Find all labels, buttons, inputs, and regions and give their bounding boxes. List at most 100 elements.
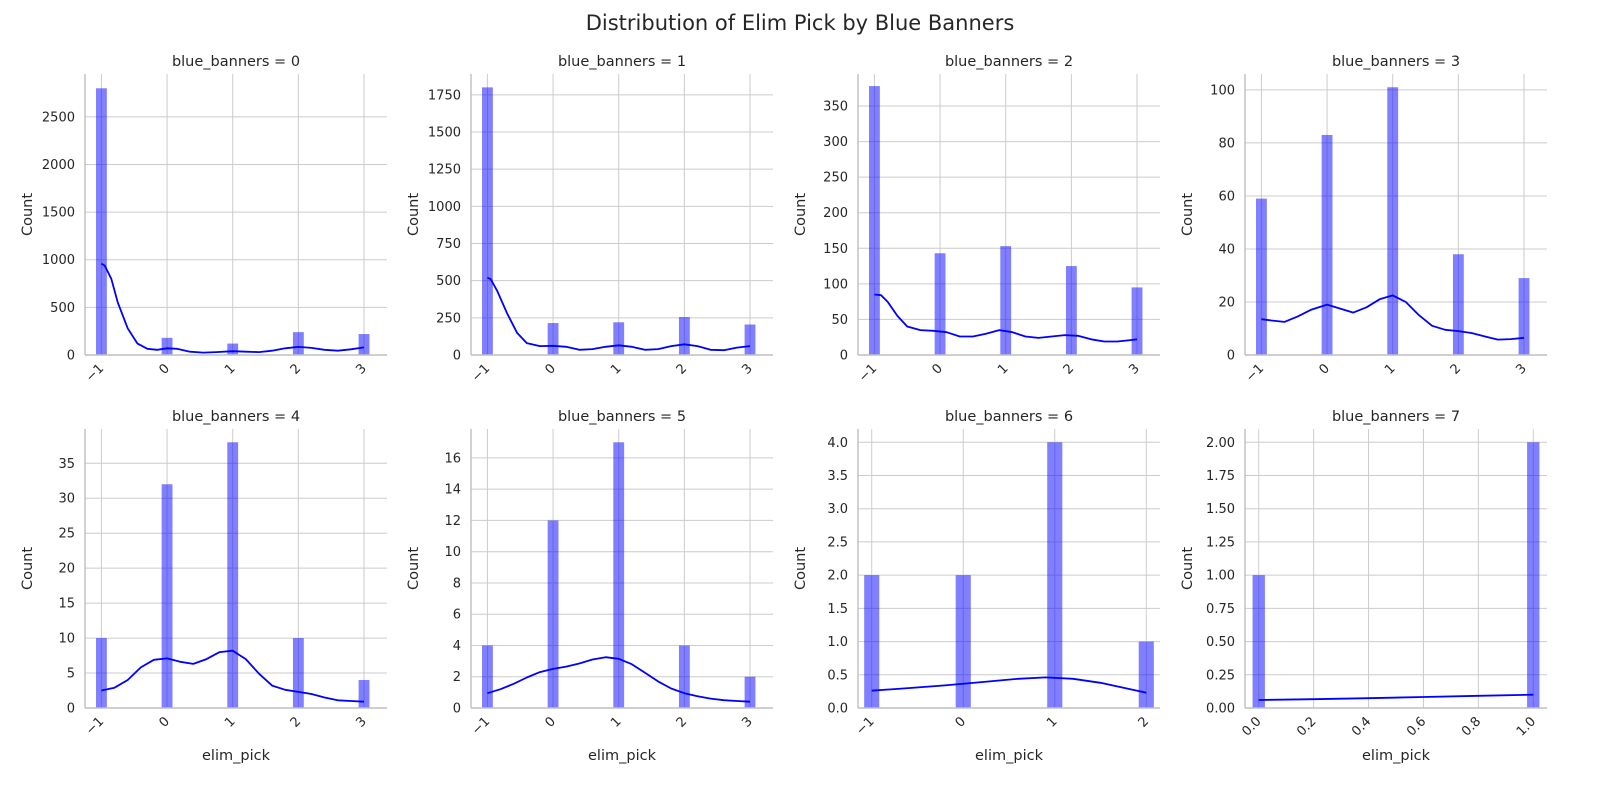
panel-1-x-tick-label: −1 bbox=[469, 361, 493, 385]
panel-0-y-tick-label: 2500 bbox=[42, 110, 75, 125]
panel-2-y-tick-label: 350 bbox=[823, 100, 848, 115]
panel-4-kde-line bbox=[101, 649, 365, 703]
panel-0-bar bbox=[292, 332, 304, 355]
panel-3-y-tick-label: 20 bbox=[1218, 295, 1235, 310]
panel-6-x-axis-label: elim_pick bbox=[975, 748, 1044, 764]
panel-1-bar bbox=[613, 322, 625, 355]
panel-3-x-tick-label: 1 bbox=[1382, 361, 1398, 377]
panel-0-y-tick-label: 0 bbox=[67, 349, 75, 364]
panel-1-y-axis-label: Count bbox=[406, 193, 422, 236]
panel-5-y-tick-label: 16 bbox=[444, 451, 461, 466]
panel-4-bar bbox=[227, 442, 239, 708]
panel-6-y-tick-label: 1.0 bbox=[827, 635, 848, 650]
panel-1-title: blue_banners = 1 bbox=[558, 54, 686, 70]
panel-1-y-tick-label: 1750 bbox=[428, 88, 461, 103]
panel-2-bar bbox=[1000, 246, 1012, 355]
panel-3-bar bbox=[1452, 254, 1464, 355]
panel-4-x-tick-label: 1 bbox=[222, 714, 238, 730]
panel-4-y-tick-label: 30 bbox=[58, 492, 75, 507]
panel-2-bar bbox=[1131, 287, 1143, 355]
panel-0-y-tick-label: 500 bbox=[50, 301, 75, 316]
panel-4-bar bbox=[95, 638, 107, 708]
panel-5-y-tick-label: 8 bbox=[453, 576, 461, 591]
panel-3-x-tick-label: 0 bbox=[1316, 361, 1332, 377]
panel-2-y-tick-label: 150 bbox=[823, 242, 848, 257]
panel-1-x-tick-label: 0 bbox=[542, 361, 558, 377]
panel-4-x-tick-label: 2 bbox=[288, 714, 304, 730]
panel-6-bar bbox=[864, 575, 880, 708]
panel-5-x-tick-label: 3 bbox=[739, 714, 755, 730]
panel-0-x-tick-label: 1 bbox=[222, 361, 238, 377]
panel-7-bar bbox=[1252, 575, 1265, 708]
panel-4-x-tick-label: −1 bbox=[83, 714, 107, 738]
panel-2-x-tick-label: 1 bbox=[995, 361, 1011, 377]
panel-6-x-tick-label: 2 bbox=[1136, 714, 1152, 730]
panel-2-y-tick-label: 0 bbox=[840, 349, 848, 364]
panel-5-y-axis-label: Count bbox=[406, 547, 422, 590]
panel-5-x-axis-label: elim_pick bbox=[588, 748, 657, 764]
panel-6-bar bbox=[1138, 641, 1154, 708]
panel-5-bar bbox=[481, 645, 493, 708]
panel-7-x-tick-label: 0.0 bbox=[1239, 714, 1264, 739]
panel-6-x-tick-label: 1 bbox=[1044, 714, 1060, 730]
panel-7-x-tick-label: 0.8 bbox=[1459, 714, 1484, 739]
panel-5-y-tick-label: 14 bbox=[444, 483, 461, 498]
panel-0-title: blue_banners = 0 bbox=[172, 54, 300, 70]
panel-6-y-tick-label: 0.0 bbox=[827, 702, 848, 717]
panel-3-y-tick-label: 100 bbox=[1210, 83, 1235, 98]
panel-7-y-tick-label: 2.00 bbox=[1206, 436, 1235, 451]
panel-5-y-tick-label: 6 bbox=[453, 608, 461, 623]
panel-4-y-tick-label: 5 bbox=[67, 667, 75, 682]
panel-1-y-tick-label: 750 bbox=[436, 237, 461, 252]
panel-0-x-tick-label: 0 bbox=[156, 361, 172, 377]
panel-5-bar bbox=[678, 645, 690, 708]
panel-2-y-axis-label: Count bbox=[793, 193, 809, 236]
panel-0-bar bbox=[227, 343, 239, 355]
panel-3-bar bbox=[1255, 198, 1267, 355]
panel-0-x-tick-label: 2 bbox=[288, 361, 304, 377]
panel-3-y-axis-label: Count bbox=[1180, 193, 1196, 236]
panel-6-kde-line bbox=[871, 676, 1147, 694]
panel-4-x-tick-label: 3 bbox=[353, 714, 369, 730]
panel-4-y-tick-label: 10 bbox=[58, 632, 75, 647]
panel-6-y-axis-label: Count bbox=[793, 547, 809, 590]
panel-1-y-tick-label: 1250 bbox=[428, 163, 461, 178]
panel-7-y-tick-label: 0.75 bbox=[1206, 602, 1235, 617]
panel-7-y-tick-label: 1.50 bbox=[1206, 502, 1235, 517]
panel-0-kde-line bbox=[100, 262, 365, 354]
panel-6-y-tick-label: 2.5 bbox=[827, 535, 848, 550]
panel-7-title: blue_banners = 7 bbox=[1332, 409, 1460, 425]
panel-4-y-tick-label: 35 bbox=[58, 457, 75, 472]
panel-6-y-tick-label: 3.5 bbox=[827, 469, 848, 484]
panel-7-x-tick-label: 0.4 bbox=[1349, 714, 1374, 739]
panel-6-y-tick-label: 2.0 bbox=[827, 569, 848, 584]
panel-3-x-tick-label: −1 bbox=[1243, 361, 1267, 385]
panel-2-bar bbox=[1065, 266, 1077, 355]
panel-1-y-tick-label: 1500 bbox=[428, 125, 461, 140]
panel-2-title: blue_banners = 2 bbox=[945, 54, 1073, 70]
panel-4-x-tick-label: 0 bbox=[156, 714, 172, 730]
panel-3-kde-line bbox=[1261, 294, 1525, 341]
panel-7-y-tick-label: 1.00 bbox=[1206, 569, 1235, 584]
panel-7-y-tick-label: 0.25 bbox=[1206, 668, 1235, 683]
panel-6-title: blue_banners = 6 bbox=[945, 409, 1073, 425]
panel-1-y-tick-label: 250 bbox=[436, 311, 461, 326]
panel-3-y-tick-label: 60 bbox=[1218, 189, 1235, 204]
panel-0-bar bbox=[95, 88, 107, 355]
panel-3-bar bbox=[1518, 278, 1530, 355]
panel-3-y-tick-label: 0 bbox=[1227, 349, 1235, 364]
panel-0-y-tick-label: 2000 bbox=[42, 158, 75, 173]
panel-6-x-tick-label: 0 bbox=[953, 714, 969, 730]
panel-1-bar bbox=[744, 324, 756, 355]
figure-title: Distribution of Elim Pick by Blue Banner… bbox=[585, 11, 1015, 35]
panel-7-kde-line bbox=[1258, 693, 1534, 701]
panel-4-y-tick-label: 20 bbox=[58, 562, 75, 577]
panel-3-bar bbox=[1321, 134, 1333, 355]
panel-4-y-tick-label: 15 bbox=[58, 597, 75, 612]
panel-3-title: blue_banners = 3 bbox=[1332, 54, 1460, 70]
panel-0-x-tick-label: −1 bbox=[83, 361, 107, 385]
panel-3-y-tick-label: 40 bbox=[1218, 242, 1235, 257]
panel-7-y-axis-label: Count bbox=[1180, 547, 1196, 590]
panel-5-bar bbox=[613, 442, 625, 708]
panel-1-x-tick-label: 1 bbox=[608, 361, 624, 377]
